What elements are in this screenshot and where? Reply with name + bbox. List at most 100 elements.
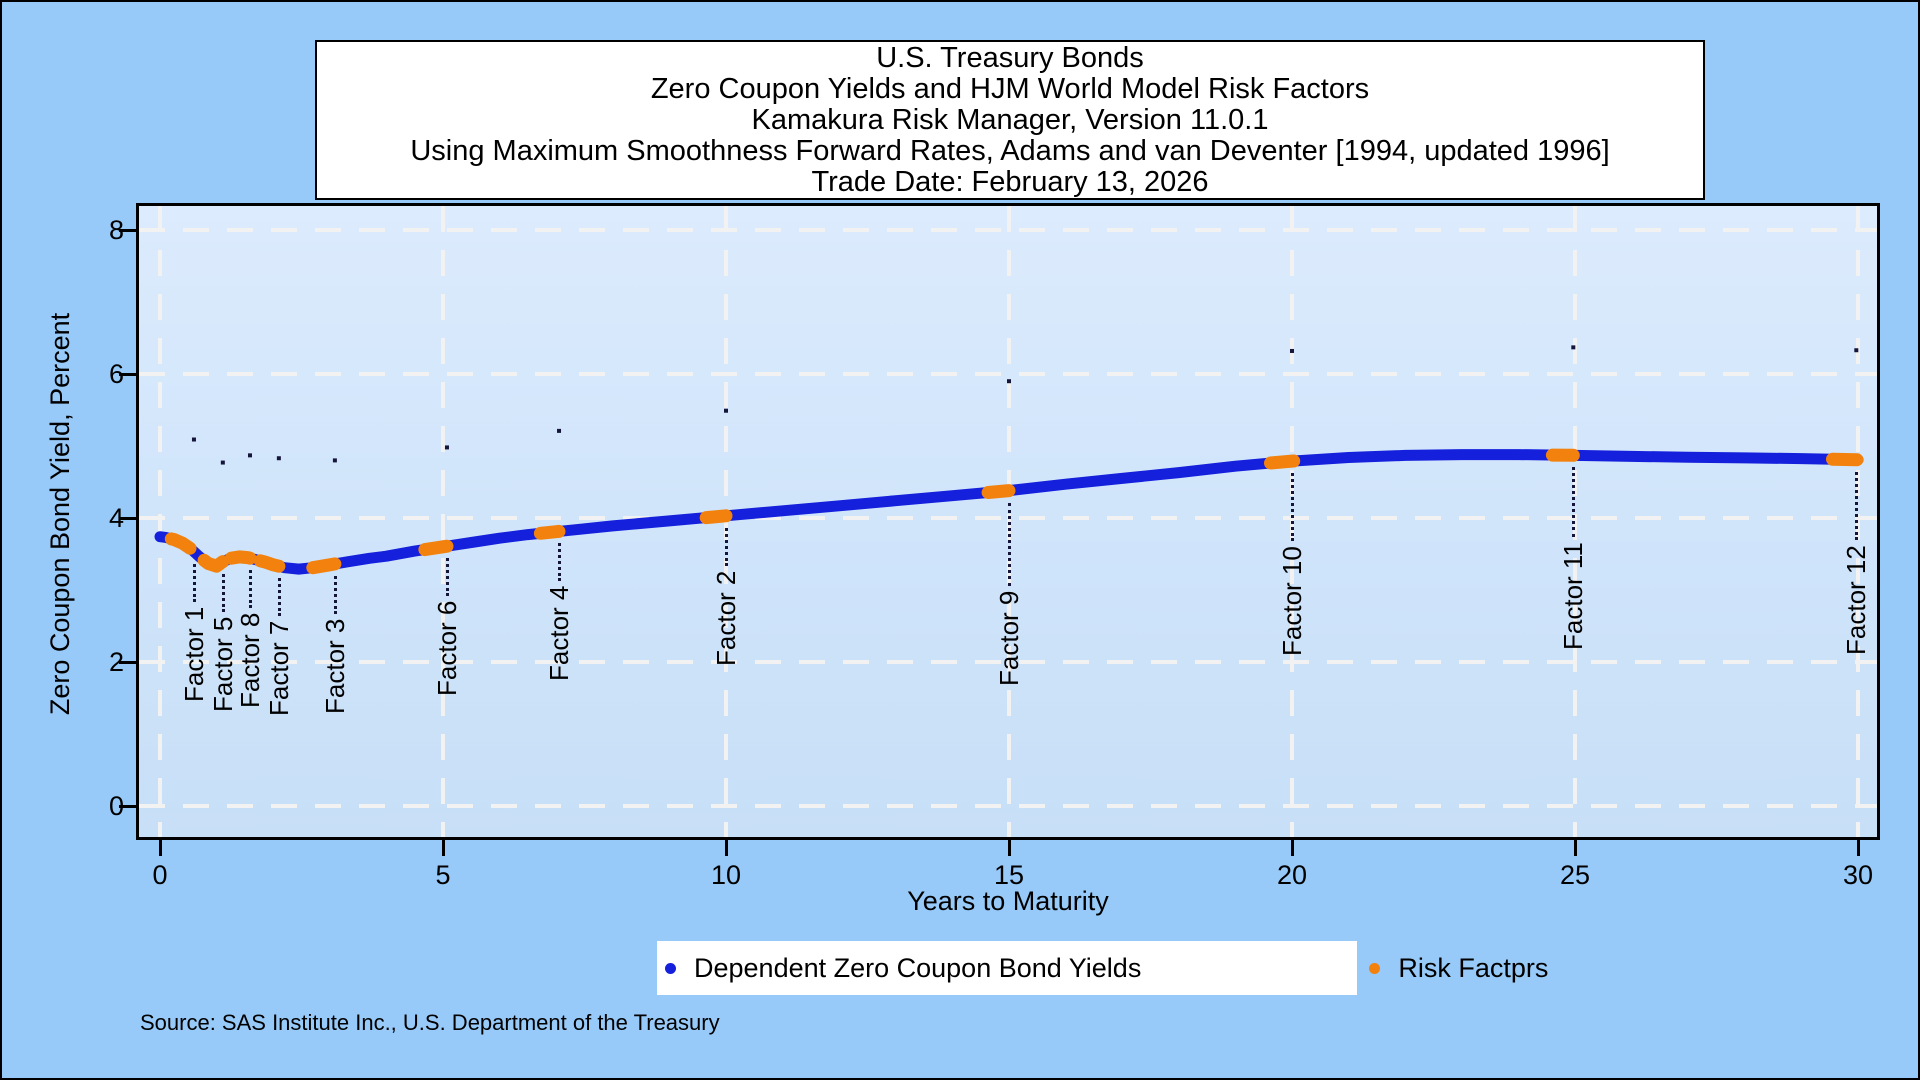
factor-annotation-inner: Factor 7 <box>263 576 294 717</box>
factor-leader-line <box>221 573 225 612</box>
factor-annotation: Factor 2 <box>711 526 741 666</box>
factor-annotation: Factor 9 <box>994 501 1024 686</box>
factor-label: Factor 9 <box>994 590 1024 686</box>
title-line-5: Trade Date: February 13, 2026 <box>811 165 1209 198</box>
factor-leader-dot <box>1854 348 1859 353</box>
blue-dot-icon <box>665 962 676 974</box>
factor-annotation: Factor 6 <box>431 556 462 697</box>
x-tick <box>158 839 162 856</box>
risk-factor-segment <box>253 554 286 573</box>
factor-leader-line <box>277 578 281 616</box>
factor-leader-dot <box>1571 345 1576 350</box>
factor-annotation-inner: Factor 1 <box>178 562 209 702</box>
x-tick-label: 25 <box>1559 860 1591 890</box>
v-gridline <box>1007 206 1011 837</box>
factor-label: Factor 1 <box>178 606 209 702</box>
x-tick-label: 30 <box>1842 860 1874 890</box>
factor-leader-line <box>1007 502 1011 586</box>
factor-leader-dot <box>444 445 449 450</box>
risk-factor-segment <box>981 484 1016 499</box>
legend: Dependent Zero Coupon Bond Yields Risk F… <box>657 941 1548 995</box>
factor-leader-line <box>1854 471 1858 540</box>
risk-factor-segment <box>164 532 197 555</box>
legend-label-yields: Dependent Zero Coupon Bond Yields <box>694 952 1142 983</box>
risk-factor-segment <box>197 553 230 573</box>
risk-factor-segment <box>533 524 566 540</box>
factor-annotation: Factor 12 <box>1841 470 1872 655</box>
risk-factor-segment <box>1826 452 1864 467</box>
v-gridline <box>1856 206 1860 837</box>
factor-leader-dot <box>724 408 728 413</box>
y-tick-label: 8 <box>108 215 124 245</box>
y-tick-label: 2 <box>108 647 124 677</box>
factor-leader-line <box>333 575 337 614</box>
factor-annotation-inner: Factor 6 <box>431 556 462 697</box>
x-axis-title: Years to Maturity <box>907 886 1109 916</box>
title-box: U.S. Treasury Bonds Zero Coupon Yields a… <box>315 40 1705 200</box>
factor-label: Factor 6 <box>431 600 462 697</box>
y-tick <box>119 516 136 520</box>
source-attribution: Source: SAS Institute Inc., U.S. Departm… <box>140 1010 720 1035</box>
x-tick <box>1007 839 1011 856</box>
x-tick <box>724 839 728 856</box>
title-line-1: U.S. Treasury Bonds <box>876 41 1144 74</box>
title-line-4: Using Maximum Smoothness Forward Rates, … <box>410 134 1610 167</box>
factor-leader-dot <box>332 458 337 463</box>
y-tick <box>119 804 136 808</box>
factor-annotation: Factor 1 <box>178 562 209 702</box>
factor-annotation-inner: Factor 3 <box>319 574 350 714</box>
factor-leader-dot <box>276 456 281 461</box>
v-gridline <box>1290 206 1294 837</box>
factor-annotation: Factor 4 <box>544 541 574 681</box>
legend-item-yields: Dependent Zero Coupon Bond Yields <box>665 953 1141 984</box>
v-gridline <box>1573 206 1577 837</box>
factor-annotation-inner: Factor 2 <box>711 526 741 666</box>
factor-leader-line <box>192 563 196 602</box>
factor-annotation: Factor 5 <box>207 572 238 712</box>
x-tick <box>1856 839 1860 856</box>
legend-label-risk-factors: Risk Factprs <box>1398 952 1549 983</box>
factor-annotation: Factor 10 <box>1277 471 1307 657</box>
factor-leader-line <box>248 570 252 608</box>
y-tick <box>119 372 136 376</box>
x-tick-label: 0 <box>152 860 168 890</box>
x-tick-label: 10 <box>710 860 742 890</box>
title-line-2: Zero Coupon Yields and HJM World Model R… <box>650 72 1370 105</box>
risk-factor-segment <box>699 509 733 525</box>
factor-leader-dot <box>220 460 225 465</box>
factor-leader-dot <box>1290 348 1294 353</box>
y-tick-label: 4 <box>108 503 124 533</box>
factor-annotation-inner: Factor 9 <box>994 501 1024 686</box>
factor-label: Factor 10 <box>1277 546 1307 657</box>
factor-leader-line <box>724 527 728 566</box>
factor-leader-line <box>1571 467 1575 538</box>
factor-label: Factor 8 <box>234 612 265 709</box>
y-tick <box>119 660 136 664</box>
factor-annotation: Factor 8 <box>234 568 265 709</box>
factor-annotation: Factor 7 <box>263 576 294 717</box>
factor-label: Factor 3 <box>319 618 350 714</box>
factor-label: Factor 11 <box>1558 542 1589 651</box>
x-tick <box>441 839 445 856</box>
factor-leader-dot <box>191 437 196 442</box>
factor-annotation-inner: Factor 12 <box>1841 470 1872 655</box>
v-gridline <box>441 206 445 837</box>
factor-label: Factor 12 <box>1841 544 1872 655</box>
x-tick <box>1573 839 1577 856</box>
factor-leader-dot <box>1007 379 1011 384</box>
factor-label: Factor 5 <box>207 616 238 712</box>
y-tick-label: 6 <box>108 359 124 389</box>
factor-leader-line <box>1290 473 1294 542</box>
factor-label: Factor 7 <box>263 620 294 717</box>
factor-leader-dot <box>247 453 252 458</box>
factor-annotation-inner: Factor 11 <box>1558 465 1589 651</box>
legend-item-risk-factors: Risk Factprs <box>1369 953 1548 984</box>
factor-annotation-inner: Factor 5 <box>207 572 238 712</box>
factor-leader-line <box>557 543 561 582</box>
factor-annotation: Factor 11 <box>1558 465 1589 651</box>
orange-dot-icon <box>1369 962 1381 974</box>
factor-annotation: Factor 3 <box>319 574 350 714</box>
factor-label: Factor 2 <box>711 570 741 666</box>
